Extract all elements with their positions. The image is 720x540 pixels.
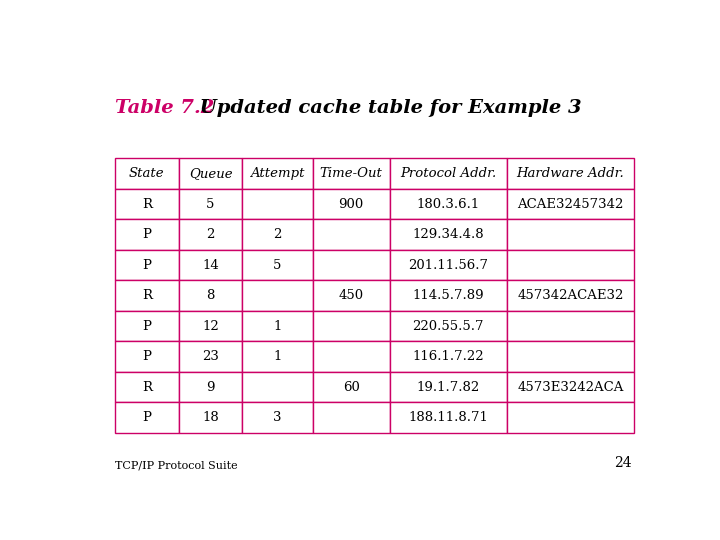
Bar [312,341,390,372]
Bar [115,311,179,341]
Bar [507,219,634,250]
Text: Hardware Addr.: Hardware Addr. [516,167,624,180]
Text: Updated cache table for Example 3: Updated cache table for Example 3 [193,99,582,117]
Text: 12: 12 [202,320,219,333]
Text: 60: 60 [343,381,359,394]
Bar [312,402,390,433]
Bar [390,158,507,189]
Bar [179,402,243,433]
Bar [243,341,312,372]
Bar [312,280,390,311]
Bar [179,280,243,311]
Text: R: R [142,381,152,394]
Bar [507,158,634,189]
Bar [243,219,312,250]
Bar [507,372,634,402]
Bar [312,372,390,402]
Bar [390,341,507,372]
Bar [243,402,312,433]
Text: 8: 8 [207,289,215,302]
Bar [243,311,312,341]
Text: 24: 24 [613,456,631,470]
Text: 450: 450 [338,289,364,302]
Bar [179,219,243,250]
Bar [243,280,312,311]
Bar [179,189,243,219]
Text: TCP/IP Protocol Suite: TCP/IP Protocol Suite [115,460,238,470]
Bar [312,189,390,219]
Text: P: P [143,411,151,424]
Bar [390,311,507,341]
Text: 220.55.5.7: 220.55.5.7 [413,320,484,333]
Text: State: State [129,167,165,180]
Bar [179,372,243,402]
Bar [115,341,179,372]
Bar [179,311,243,341]
Text: P: P [143,350,151,363]
Text: 180.3.6.1: 180.3.6.1 [417,198,480,211]
Text: 18: 18 [202,411,219,424]
Text: 1: 1 [274,320,282,333]
Bar [115,219,179,250]
Bar [115,250,179,280]
Text: 1: 1 [274,350,282,363]
Text: 900: 900 [338,198,364,211]
Text: R: R [142,289,152,302]
Text: R: R [142,198,152,211]
Bar [243,250,312,280]
Text: 2: 2 [274,228,282,241]
Bar [115,402,179,433]
Text: Attempt: Attempt [251,167,305,180]
Bar [507,250,634,280]
Text: 9: 9 [206,381,215,394]
Text: 5: 5 [274,259,282,272]
Text: 14: 14 [202,259,219,272]
Bar [243,158,312,189]
Text: 2: 2 [207,228,215,241]
Bar [507,341,634,372]
Bar [507,189,634,219]
Text: P: P [143,320,151,333]
Bar [115,280,179,311]
Text: P: P [143,228,151,241]
Text: ACAE32457342: ACAE32457342 [517,198,624,211]
Text: 4573E3242ACA: 4573E3242ACA [517,381,624,394]
Bar [390,250,507,280]
Bar [312,250,390,280]
Bar [507,280,634,311]
Text: 116.1.7.22: 116.1.7.22 [413,350,484,363]
Bar [243,189,312,219]
Text: 5: 5 [207,198,215,211]
Text: 23: 23 [202,350,219,363]
Bar [390,372,507,402]
Text: 201.11.56.7: 201.11.56.7 [408,259,488,272]
Text: 19.1.7.82: 19.1.7.82 [417,381,480,394]
Bar [115,158,179,189]
Text: P: P [143,259,151,272]
Bar [243,372,312,402]
Text: Time-Out: Time-Out [320,167,382,180]
Text: 129.34.4.8: 129.34.4.8 [413,228,484,241]
Bar [179,341,243,372]
Bar [312,158,390,189]
Bar [390,219,507,250]
Bar [179,158,243,189]
Text: 457342ACAE32: 457342ACAE32 [517,289,624,302]
Bar [312,219,390,250]
Bar [115,372,179,402]
Bar [390,280,507,311]
Text: 3: 3 [273,411,282,424]
Text: Queue: Queue [189,167,233,180]
Bar [179,250,243,280]
Bar [507,402,634,433]
Bar [390,402,507,433]
Text: 188.11.8.71: 188.11.8.71 [408,411,488,424]
Text: Protocol Addr.: Protocol Addr. [400,167,496,180]
Bar [507,311,634,341]
Text: 114.5.7.89: 114.5.7.89 [413,289,484,302]
Bar [115,189,179,219]
Bar [390,189,507,219]
Bar [312,311,390,341]
Text: Table 7.2: Table 7.2 [115,99,215,117]
